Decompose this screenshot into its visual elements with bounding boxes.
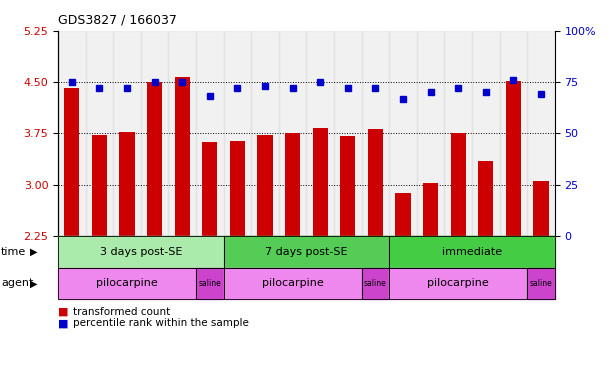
Text: 3 days post-SE: 3 days post-SE	[100, 247, 182, 257]
Bar	[334, 31, 362, 236]
Text: agent: agent	[1, 278, 34, 288]
Bar	[279, 31, 306, 236]
Text: saline: saline	[530, 279, 552, 288]
Bar	[86, 31, 113, 236]
Bar	[92, 136, 107, 236]
Bar	[196, 31, 224, 236]
Bar	[506, 81, 521, 236]
Bar	[500, 31, 527, 236]
Bar	[423, 183, 438, 236]
Bar	[119, 132, 134, 236]
Bar	[395, 193, 411, 236]
Bar	[251, 31, 279, 236]
Text: saline: saline	[199, 279, 221, 288]
Bar	[175, 76, 190, 236]
Bar	[313, 128, 328, 236]
Bar	[64, 88, 79, 236]
Bar	[417, 31, 444, 236]
Bar	[450, 133, 466, 236]
Text: time: time	[1, 247, 26, 257]
Text: GDS3827 / 166037: GDS3827 / 166037	[58, 13, 177, 26]
Text: pilocarpine: pilocarpine	[96, 278, 158, 288]
Bar	[257, 135, 273, 236]
Bar	[141, 31, 169, 236]
Bar	[230, 141, 245, 236]
Bar	[527, 31, 555, 236]
Bar	[58, 31, 86, 236]
Bar	[147, 82, 163, 236]
Text: percentile rank within the sample: percentile rank within the sample	[73, 318, 249, 328]
Bar	[340, 136, 356, 236]
Text: saline: saline	[364, 279, 387, 288]
Bar	[389, 31, 417, 236]
Text: ■: ■	[58, 307, 68, 317]
Bar	[368, 129, 383, 236]
Text: ■: ■	[58, 318, 68, 328]
Text: ▶: ▶	[30, 247, 37, 257]
Bar	[169, 31, 196, 236]
Bar	[285, 133, 300, 236]
Bar	[224, 31, 251, 236]
Bar	[444, 31, 472, 236]
Text: 7 days post-SE: 7 days post-SE	[265, 247, 348, 257]
Text: pilocarpine: pilocarpine	[262, 278, 323, 288]
Bar	[113, 31, 141, 236]
Bar	[478, 161, 494, 236]
Text: ▶: ▶	[30, 278, 37, 288]
Bar	[306, 31, 334, 236]
Bar	[202, 142, 218, 236]
Text: immediate: immediate	[442, 247, 502, 257]
Bar	[533, 181, 549, 236]
Bar	[362, 31, 389, 236]
Text: pilocarpine: pilocarpine	[427, 278, 489, 288]
Text: transformed count: transformed count	[73, 307, 170, 317]
Bar	[472, 31, 500, 236]
